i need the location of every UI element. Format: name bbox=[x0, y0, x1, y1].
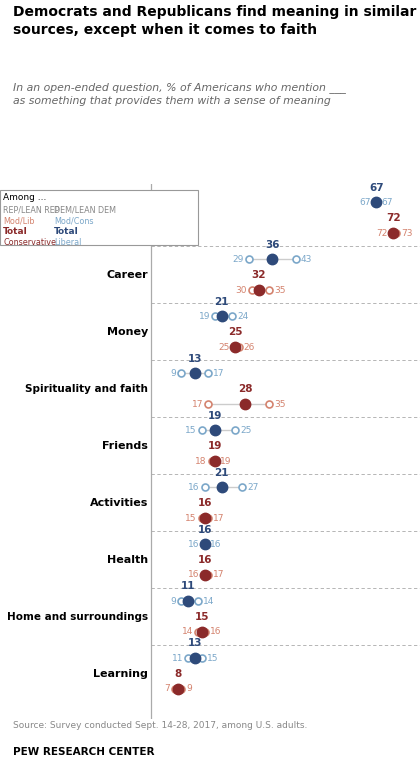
Text: 67: 67 bbox=[381, 198, 393, 207]
Text: Total: Total bbox=[3, 227, 28, 236]
Text: 9: 9 bbox=[186, 685, 192, 693]
Text: 17: 17 bbox=[213, 513, 225, 522]
Text: 17: 17 bbox=[213, 571, 225, 579]
Text: 19: 19 bbox=[199, 312, 210, 321]
Text: Learning: Learning bbox=[93, 669, 148, 679]
Text: 13: 13 bbox=[188, 639, 202, 649]
Text: Money: Money bbox=[107, 327, 148, 337]
Text: 17: 17 bbox=[213, 369, 225, 378]
Text: 19: 19 bbox=[220, 457, 231, 466]
Text: Among ...: Among ... bbox=[3, 193, 47, 202]
Text: Spirituality and faith: Spirituality and faith bbox=[25, 384, 148, 394]
Text: 15: 15 bbox=[185, 426, 197, 435]
Text: 15: 15 bbox=[194, 612, 209, 622]
Text: Activities: Activities bbox=[89, 497, 148, 508]
Text: 7: 7 bbox=[164, 685, 170, 693]
Text: 35: 35 bbox=[274, 285, 285, 295]
FancyBboxPatch shape bbox=[0, 190, 198, 245]
Text: REP/LEAN REP: REP/LEAN REP bbox=[3, 206, 60, 215]
Text: 19: 19 bbox=[208, 411, 222, 421]
Text: 16: 16 bbox=[210, 540, 221, 549]
Text: 36: 36 bbox=[265, 239, 279, 249]
Text: 25: 25 bbox=[228, 327, 242, 337]
Text: 43: 43 bbox=[301, 255, 312, 264]
Text: 16: 16 bbox=[198, 525, 212, 535]
Text: 28: 28 bbox=[238, 384, 252, 395]
Text: Friends: Friends bbox=[102, 441, 148, 451]
Text: Conservative: Conservative bbox=[3, 238, 56, 247]
Text: 17: 17 bbox=[192, 399, 203, 409]
Text: 27: 27 bbox=[247, 483, 258, 492]
Text: 13: 13 bbox=[188, 353, 202, 363]
Text: 21: 21 bbox=[215, 467, 229, 477]
Text: Democrats and Republicans find meaning in similar
sources, except when it comes : Democrats and Republicans find meaning i… bbox=[13, 5, 416, 37]
Text: 14: 14 bbox=[203, 597, 215, 606]
Text: 35: 35 bbox=[274, 399, 285, 409]
Text: 16: 16 bbox=[198, 498, 212, 508]
Text: Health: Health bbox=[107, 555, 148, 565]
Text: 11: 11 bbox=[172, 653, 183, 662]
Text: 32: 32 bbox=[252, 271, 266, 281]
Text: Liberal: Liberal bbox=[54, 238, 81, 247]
Text: 67: 67 bbox=[360, 198, 371, 207]
Text: 29: 29 bbox=[232, 255, 244, 264]
Text: 18: 18 bbox=[195, 457, 207, 466]
Text: 72: 72 bbox=[377, 229, 388, 238]
Text: 14: 14 bbox=[182, 627, 193, 636]
Text: 30: 30 bbox=[236, 285, 247, 295]
Text: 8: 8 bbox=[174, 669, 182, 679]
Text: 21: 21 bbox=[215, 297, 229, 307]
Text: DEM/LEAN DEM: DEM/LEAN DEM bbox=[54, 206, 116, 215]
Text: 16: 16 bbox=[189, 540, 200, 549]
Text: 16: 16 bbox=[189, 571, 200, 579]
Text: 9: 9 bbox=[171, 369, 176, 378]
Text: 19: 19 bbox=[208, 441, 222, 451]
Text: 26: 26 bbox=[244, 343, 255, 352]
Text: In an open-ended question, % of Americans who mention ___
as something that prov: In an open-ended question, % of American… bbox=[13, 82, 346, 106]
Text: 25: 25 bbox=[219, 343, 230, 352]
Text: 16: 16 bbox=[189, 483, 200, 492]
Text: 73: 73 bbox=[402, 229, 413, 238]
Text: 9: 9 bbox=[171, 597, 176, 606]
Text: 24: 24 bbox=[237, 312, 248, 321]
Text: Career: Career bbox=[106, 270, 148, 280]
Text: 11: 11 bbox=[181, 581, 195, 591]
Text: 72: 72 bbox=[386, 213, 400, 223]
Text: 25: 25 bbox=[240, 426, 252, 435]
Text: 16: 16 bbox=[210, 627, 221, 636]
Text: Source: Survey conducted Sept. 14-28, 2017, among U.S. adults.: Source: Survey conducted Sept. 14-28, 20… bbox=[13, 721, 307, 730]
Text: Family: Family bbox=[102, 211, 144, 224]
Text: Home and surroundings: Home and surroundings bbox=[7, 611, 148, 621]
Text: 16: 16 bbox=[198, 555, 212, 565]
Text: 15: 15 bbox=[185, 513, 197, 522]
Text: 67: 67 bbox=[369, 183, 383, 193]
Text: 15: 15 bbox=[207, 653, 218, 662]
Text: Mod/Lib: Mod/Lib bbox=[3, 216, 35, 226]
Text: PEW RESEARCH CENTER: PEW RESEARCH CENTER bbox=[13, 747, 154, 757]
Text: Total: Total bbox=[54, 227, 79, 236]
Text: Mod/Cons: Mod/Cons bbox=[54, 216, 93, 226]
